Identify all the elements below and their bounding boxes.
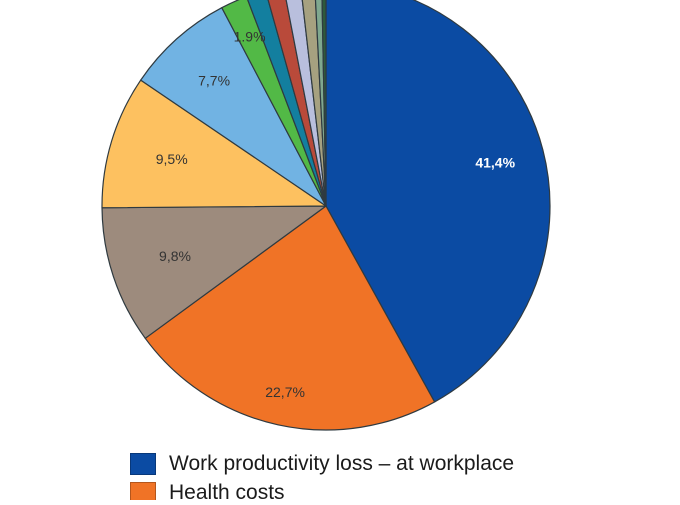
legend-swatch-health-costs [130,482,156,500]
pie-slice-11 [321,0,327,207]
legend: Work productivity loss – at workplace He… [130,450,670,500]
legend-swatch-work-productivity [130,453,156,475]
pie-slice-1 [144,205,436,431]
pie-data-labels: 41,4% 22,7% 9,8% 9,5% 7,7% 1.9% [156,29,516,401]
pie-slice-0 [325,0,551,403]
legend-item-health-costs: Health costs [130,479,285,500]
pie-data-label-1: 22,7% [265,384,305,400]
pie-data-label-0: 41,4% [475,154,515,170]
pie-slice-9 [301,0,327,207]
pie-slices [101,0,551,431]
pie-slice-3 [101,79,327,209]
legend-label-work-productivity: Work productivity loss – at workplace [169,452,515,475]
pie-slice-7 [267,0,327,207]
pie-slice-4 [140,7,327,207]
pie-data-label-5: 1.9% [234,29,266,45]
pie-slice-5 [221,0,327,207]
pie-data-label-4: 7,7% [198,73,230,89]
pie-data-label-3: 9,5% [156,151,188,167]
pie-slice-2 [101,205,327,339]
legend-item-work-productivity: Work productivity loss – at workplace [130,450,514,478]
pie-slice-8 [285,0,327,207]
pie-slice-10 [314,0,327,207]
pie-data-label-2: 9,8% [159,248,191,264]
legend-label-health-costs: Health costs [169,481,285,500]
